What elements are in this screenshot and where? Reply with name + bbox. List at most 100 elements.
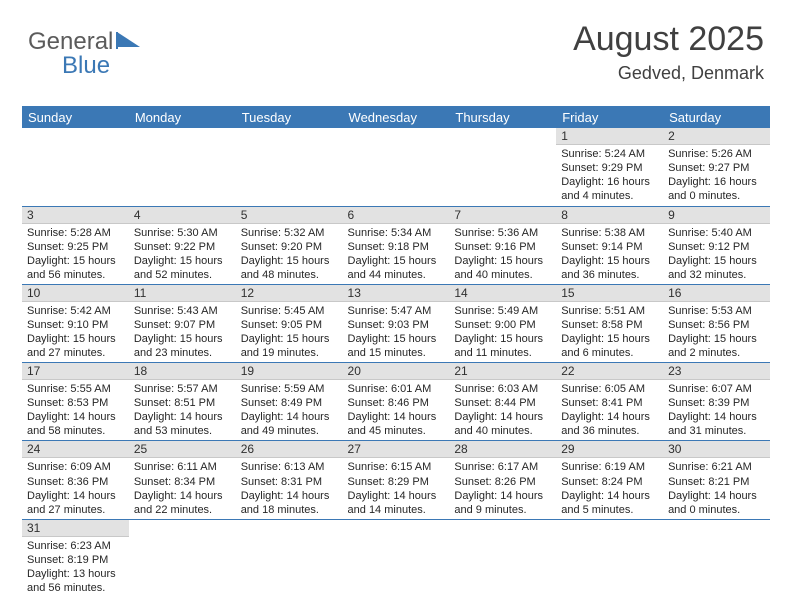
- daylight-text: Daylight: 14 hours and 0 minutes.: [668, 489, 765, 517]
- daylight-text: Daylight: 14 hours and 49 minutes.: [241, 410, 338, 438]
- calendar-cell: 11Sunrise: 5:43 AMSunset: 9:07 PMDayligh…: [129, 284, 236, 362]
- sunrise-text: Sunrise: 6:03 AM: [454, 382, 551, 396]
- day-details: Sunrise: 5:32 AMSunset: 9:20 PMDaylight:…: [236, 224, 343, 284]
- daylight-text: Daylight: 15 hours and 27 minutes.: [27, 332, 124, 360]
- day-details: Sunrise: 6:05 AMSunset: 8:41 PMDaylight:…: [556, 380, 663, 440]
- sunset-text: Sunset: 9:00 PM: [454, 318, 551, 332]
- day-details: Sunrise: 6:09 AMSunset: 8:36 PMDaylight:…: [22, 458, 129, 518]
- sunset-text: Sunset: 9:14 PM: [561, 240, 658, 254]
- day-details: Sunrise: 6:07 AMSunset: 8:39 PMDaylight:…: [663, 380, 770, 440]
- daylight-text: Daylight: 14 hours and 45 minutes.: [348, 410, 445, 438]
- sunrise-text: Sunrise: 6:23 AM: [27, 539, 124, 553]
- sunset-text: Sunset: 8:19 PM: [27, 553, 124, 567]
- day-number: 26: [236, 441, 343, 458]
- calendar-cell: 30Sunrise: 6:21 AMSunset: 8:21 PMDayligh…: [663, 441, 770, 519]
- day-details: Sunrise: 5:38 AMSunset: 9:14 PMDaylight:…: [556, 224, 663, 284]
- sunset-text: Sunset: 8:56 PM: [668, 318, 765, 332]
- day-details: Sunrise: 5:30 AMSunset: 9:22 PMDaylight:…: [129, 224, 236, 284]
- day-number: 31: [22, 520, 129, 537]
- logo: General Blue: [28, 28, 142, 56]
- calendar-cell: 17Sunrise: 5:55 AMSunset: 8:53 PMDayligh…: [22, 363, 129, 441]
- calendar-cell: [343, 519, 450, 597]
- calendar-cell: 8Sunrise: 5:38 AMSunset: 9:14 PMDaylight…: [556, 206, 663, 284]
- calendar-cell: 16Sunrise: 5:53 AMSunset: 8:56 PMDayligh…: [663, 284, 770, 362]
- calendar-cell: 1Sunrise: 5:24 AMSunset: 9:29 PMDaylight…: [556, 128, 663, 206]
- daylight-text: Daylight: 15 hours and 56 minutes.: [27, 254, 124, 282]
- sunset-text: Sunset: 8:41 PM: [561, 396, 658, 410]
- calendar-row: 31Sunrise: 6:23 AMSunset: 8:19 PMDayligh…: [22, 519, 770, 597]
- sunset-text: Sunset: 8:46 PM: [348, 396, 445, 410]
- calendar-table: Sunday Monday Tuesday Wednesday Thursday…: [22, 106, 770, 597]
- calendar-cell: 12Sunrise: 5:45 AMSunset: 9:05 PMDayligh…: [236, 284, 343, 362]
- sunrise-text: Sunrise: 5:32 AM: [241, 226, 338, 240]
- weekday-header: Monday: [129, 106, 236, 128]
- sunrise-text: Sunrise: 5:34 AM: [348, 226, 445, 240]
- sunrise-text: Sunrise: 6:17 AM: [454, 460, 551, 474]
- day-details: Sunrise: 5:53 AMSunset: 8:56 PMDaylight:…: [663, 302, 770, 362]
- calendar-cell: [343, 128, 450, 206]
- weekday-header: Saturday: [663, 106, 770, 128]
- day-details: Sunrise: 6:19 AMSunset: 8:24 PMDaylight:…: [556, 458, 663, 518]
- sunset-text: Sunset: 8:24 PM: [561, 475, 658, 489]
- sunrise-text: Sunrise: 6:21 AM: [668, 460, 765, 474]
- day-number: 5: [236, 207, 343, 224]
- calendar-row: 24Sunrise: 6:09 AMSunset: 8:36 PMDayligh…: [22, 441, 770, 519]
- daylight-text: Daylight: 14 hours and 53 minutes.: [134, 410, 231, 438]
- daylight-text: Daylight: 15 hours and 40 minutes.: [454, 254, 551, 282]
- day-number: 2: [663, 128, 770, 145]
- calendar-cell: 4Sunrise: 5:30 AMSunset: 9:22 PMDaylight…: [129, 206, 236, 284]
- day-number: 21: [449, 363, 556, 380]
- sunrise-text: Sunrise: 5:26 AM: [668, 147, 765, 161]
- calendar-cell: 29Sunrise: 6:19 AMSunset: 8:24 PMDayligh…: [556, 441, 663, 519]
- day-details: Sunrise: 6:03 AMSunset: 8:44 PMDaylight:…: [449, 380, 556, 440]
- day-details: Sunrise: 5:49 AMSunset: 9:00 PMDaylight:…: [449, 302, 556, 362]
- calendar-cell: 7Sunrise: 5:36 AMSunset: 9:16 PMDaylight…: [449, 206, 556, 284]
- daylight-text: Daylight: 15 hours and 19 minutes.: [241, 332, 338, 360]
- day-details: Sunrise: 5:34 AMSunset: 9:18 PMDaylight:…: [343, 224, 450, 284]
- daylight-text: Daylight: 15 hours and 15 minutes.: [348, 332, 445, 360]
- sunrise-text: Sunrise: 6:11 AM: [134, 460, 231, 474]
- sunrise-text: Sunrise: 5:28 AM: [27, 226, 124, 240]
- day-details: Sunrise: 5:55 AMSunset: 8:53 PMDaylight:…: [22, 380, 129, 440]
- sunrise-text: Sunrise: 6:09 AM: [27, 460, 124, 474]
- sunset-text: Sunset: 8:29 PM: [348, 475, 445, 489]
- sunrise-text: Sunrise: 5:55 AM: [27, 382, 124, 396]
- calendar-cell: 10Sunrise: 5:42 AMSunset: 9:10 PMDayligh…: [22, 284, 129, 362]
- calendar-cell: [236, 128, 343, 206]
- sunset-text: Sunset: 8:44 PM: [454, 396, 551, 410]
- day-details: Sunrise: 5:36 AMSunset: 9:16 PMDaylight:…: [449, 224, 556, 284]
- sunset-text: Sunset: 8:36 PM: [27, 475, 124, 489]
- calendar-cell: [236, 519, 343, 597]
- day-details: Sunrise: 6:01 AMSunset: 8:46 PMDaylight:…: [343, 380, 450, 440]
- day-details: Sunrise: 5:28 AMSunset: 9:25 PMDaylight:…: [22, 224, 129, 284]
- calendar-cell: [663, 519, 770, 597]
- daylight-text: Daylight: 14 hours and 9 minutes.: [454, 489, 551, 517]
- calendar-cell: 26Sunrise: 6:13 AMSunset: 8:31 PMDayligh…: [236, 441, 343, 519]
- weekday-header: Wednesday: [343, 106, 450, 128]
- daylight-text: Daylight: 14 hours and 18 minutes.: [241, 489, 338, 517]
- sunrise-text: Sunrise: 5:53 AM: [668, 304, 765, 318]
- sunrise-text: Sunrise: 5:38 AM: [561, 226, 658, 240]
- sunset-text: Sunset: 8:21 PM: [668, 475, 765, 489]
- daylight-text: Daylight: 14 hours and 36 minutes.: [561, 410, 658, 438]
- day-number: 8: [556, 207, 663, 224]
- sunrise-text: Sunrise: 5:59 AM: [241, 382, 338, 396]
- calendar-cell: [449, 128, 556, 206]
- sunrise-text: Sunrise: 5:51 AM: [561, 304, 658, 318]
- sunrise-text: Sunrise: 6:19 AM: [561, 460, 658, 474]
- calendar-cell: 31Sunrise: 6:23 AMSunset: 8:19 PMDayligh…: [22, 519, 129, 597]
- daylight-text: Daylight: 14 hours and 5 minutes.: [561, 489, 658, 517]
- day-number: 29: [556, 441, 663, 458]
- calendar-cell: [22, 128, 129, 206]
- sunset-text: Sunset: 9:03 PM: [348, 318, 445, 332]
- day-number: 22: [556, 363, 663, 380]
- sunrise-text: Sunrise: 5:47 AM: [348, 304, 445, 318]
- weekday-header: Tuesday: [236, 106, 343, 128]
- day-number: 3: [22, 207, 129, 224]
- weekday-header: Friday: [556, 106, 663, 128]
- day-number: 20: [343, 363, 450, 380]
- sunrise-text: Sunrise: 6:01 AM: [348, 382, 445, 396]
- calendar-cell: 21Sunrise: 6:03 AMSunset: 8:44 PMDayligh…: [449, 363, 556, 441]
- day-details: Sunrise: 6:21 AMSunset: 8:21 PMDaylight:…: [663, 458, 770, 518]
- sunrise-text: Sunrise: 5:40 AM: [668, 226, 765, 240]
